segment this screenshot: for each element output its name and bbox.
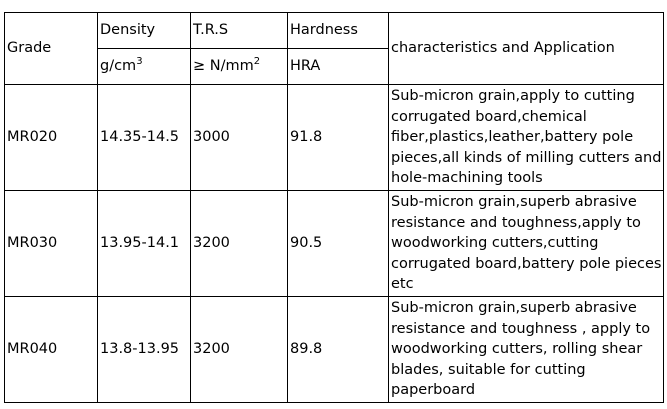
- table-container: Grade Density T.R.S Hardness characteristics…: [4, 12, 664, 403]
- cell-text: 3000: [193, 129, 230, 146]
- data-cell: 14.35-14.5: [97, 84, 191, 191]
- cell-text: 90.5: [290, 235, 323, 252]
- unit-cell: HRA: [287, 48, 389, 85]
- data-cell: 13.95-14.1: [97, 190, 191, 297]
- cell-text: 91.8: [290, 129, 323, 146]
- unit-cell: g/cm3: [97, 48, 191, 85]
- data-row: MR040 13.8-13.95 3200 89.8 Sub-micron grain,…: [4, 296, 664, 403]
- cell-text: Sub-micron grain,superb abrasive resista…: [391, 300, 651, 398]
- grade-table: Grade Density T.R.S Hardness characteristics…: [4, 12, 664, 403]
- data-cell: MR040: [4, 296, 98, 403]
- cell-text: HRA: [290, 58, 321, 75]
- cell-text: 13.8-13.95: [100, 341, 180, 358]
- data-cell: 3000: [190, 84, 288, 191]
- cell-text: Hardness: [290, 22, 358, 39]
- cell-text: 13.95-14.1: [100, 235, 180, 252]
- cell-text: Sub-micron grain,apply to cutting corrug…: [391, 88, 662, 186]
- cell-text: 89.8: [290, 341, 323, 358]
- cell-text: MR020: [7, 129, 58, 146]
- cell-text: g/cm: [100, 58, 137, 75]
- data-cell: 91.8: [287, 84, 389, 191]
- unit-cell: ≥ N/mm2: [190, 48, 288, 85]
- data-cell: Sub-micron grain,superb abrasive resista…: [388, 190, 664, 297]
- data-cell: 90.5: [287, 190, 389, 297]
- cell-text: Sub-micron grain,superb abrasive resista…: [391, 194, 662, 292]
- cell-text: Grade: [7, 40, 52, 57]
- cell-text: T.R.S: [193, 22, 229, 39]
- cell-text: 3200: [193, 341, 230, 358]
- header-cell: characteristics and Application: [388, 12, 664, 85]
- cell-text: MR040: [7, 341, 58, 358]
- header-row: Grade Density T.R.S Hardness characteristics…: [4, 12, 664, 85]
- data-cell: Sub-micron grain,apply to cutting corrug…: [388, 84, 664, 191]
- header-cell: Hardness: [287, 12, 389, 49]
- cell-text: ≥ N/mm: [193, 58, 254, 75]
- cell-text: 14.35-14.5: [100, 129, 180, 146]
- data-cell: 89.8: [287, 296, 389, 403]
- header-cell: Grade: [4, 12, 98, 85]
- cell-text: Density: [100, 22, 156, 39]
- data-cell: MR020: [4, 84, 98, 191]
- superscript: 2: [253, 56, 261, 68]
- cell-text: 3200: [193, 235, 230, 252]
- header-cell: Density: [97, 12, 191, 49]
- cell-text: characteristics and Application: [391, 40, 615, 57]
- data-cell: MR030: [4, 190, 98, 297]
- data-cell: 3200: [190, 190, 288, 297]
- data-cell: 3200: [190, 296, 288, 403]
- data-row: MR020 14.35-14.5 3000 91.8 Sub-micron grain,…: [4, 84, 664, 191]
- data-cell: Sub-micron grain,superb abrasive resista…: [388, 296, 664, 403]
- superscript: 3: [136, 56, 143, 68]
- header-cell: T.R.S: [190, 12, 288, 49]
- data-cell: 13.8-13.95: [97, 296, 191, 403]
- cell-text: MR030: [7, 235, 58, 252]
- data-row: MR030 13.95-14.1 3200 90.5 Sub-micron grain,…: [4, 190, 664, 297]
